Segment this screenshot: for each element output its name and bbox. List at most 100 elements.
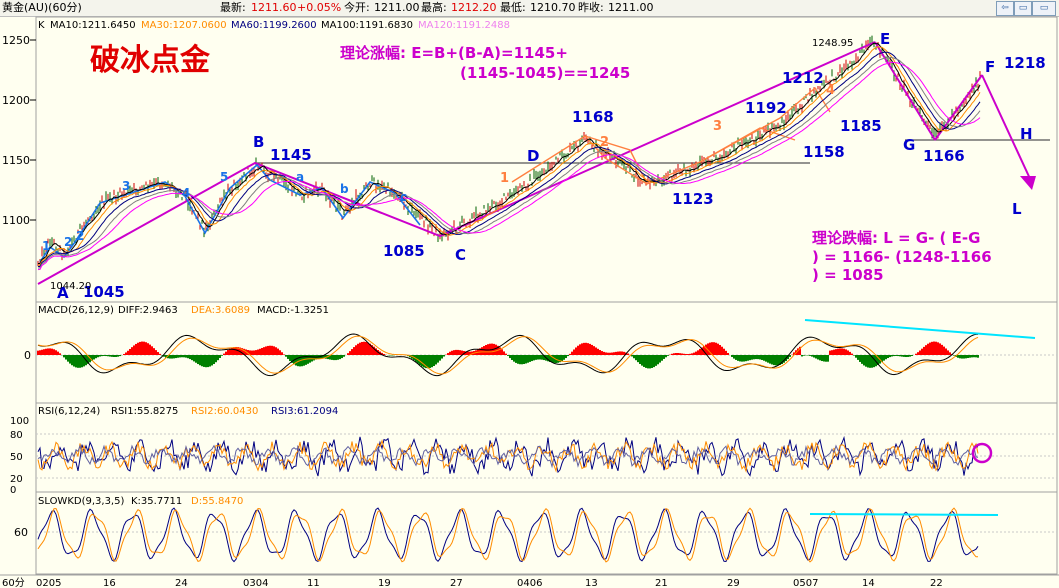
- low-price-marker: 1044.20: [50, 281, 91, 292]
- restore-button[interactable]: ▭: [1014, 1, 1032, 16]
- label-E: E: [880, 30, 890, 48]
- y-tick: 1200: [2, 94, 30, 107]
- wave-count-1: 1: [42, 239, 50, 253]
- x-tick-label: 0507: [793, 578, 818, 588]
- label-C-value: 1085: [383, 242, 425, 260]
- rsi-series: [37, 435, 979, 477]
- label-D-value: 1168: [572, 108, 614, 126]
- kd-divergence-line: [809, 513, 999, 516]
- x-tick-label: 11: [307, 578, 320, 588]
- x-tick-label: 29: [727, 578, 740, 588]
- orange-box-2: [699, 127, 796, 163]
- prev-label: 昨收:: [578, 1, 604, 14]
- wave-count-b: b: [340, 182, 349, 196]
- label-A-value: 1045: [83, 283, 125, 301]
- blue-wave-path: [39, 163, 421, 263]
- label-G-value: 1166: [923, 147, 965, 165]
- ei-decline-line: [874, 41, 936, 141]
- wave-count-4: 4: [182, 186, 190, 200]
- ma60-line: [37, 51, 981, 268]
- x-tick-label: 24: [175, 578, 188, 588]
- kd-tick-60: 60: [14, 526, 28, 539]
- kd-k-value: K:35.7711: [131, 496, 182, 507]
- rsi-tick: 50: [10, 452, 23, 463]
- kd-k-line: [37, 507, 979, 563]
- high-price-marker: 1248.95: [812, 38, 853, 49]
- rsi2-value: RSI2:60.0430: [191, 406, 258, 417]
- x-tick-label: 22: [930, 578, 943, 588]
- fall-text-2: ) = 1166- (1248-1166: [812, 248, 992, 266]
- label-C: C: [455, 246, 466, 264]
- label-F-value: 1218: [1004, 54, 1046, 72]
- maximize-button[interactable]: ▭: [1032, 1, 1056, 16]
- kd-panel-frame: [35, 491, 1058, 575]
- wave-count-c: c: [400, 190, 407, 204]
- latest-label: 最新:: [220, 1, 246, 14]
- macd-label: MACD(26,12,9): [38, 305, 114, 316]
- low-value: 1210.70: [530, 1, 576, 14]
- projection-line: [981, 74, 1033, 184]
- macd-zero-tick: 0: [24, 349, 31, 362]
- symbol-label: 黄金(AU)(60分): [2, 1, 82, 14]
- label-F: F: [985, 58, 995, 76]
- label-L: L: [1012, 200, 1022, 218]
- rsi-tick: 100: [10, 416, 29, 427]
- x-tick-label: 16: [103, 578, 116, 588]
- x-tick-label: 0205: [36, 578, 61, 588]
- y-tick: 1250: [2, 34, 30, 47]
- label-1192: 1192: [745, 99, 787, 117]
- ma120-legend: MA120:1191.2488: [418, 20, 510, 31]
- macd-value: MACD:-1.3251: [257, 305, 329, 316]
- fall-text-3: ) = 1085: [812, 266, 884, 284]
- fall-text-1: 理论跌幅: L = G- ( E-G: [812, 229, 980, 247]
- wave-count-2: 2: [64, 235, 72, 249]
- orange-count-labels: 1 2 3 4: [500, 83, 835, 186]
- prev-value: 1211.00: [608, 1, 654, 14]
- wave-count-labels: 1 2 2 3 4 5 a b c: [42, 170, 407, 253]
- ma10-line: [37, 42, 981, 265]
- kd-series: [37, 507, 979, 563]
- chart-title: 破冰点金: [90, 43, 211, 78]
- high-value: 1212.20: [451, 1, 497, 14]
- label-A: A: [57, 284, 69, 302]
- x-tick-label: 21: [655, 578, 668, 588]
- macd-dea: DEA:3.6089: [191, 305, 250, 316]
- x-tick-label: 27: [450, 578, 463, 588]
- label-H: H: [1020, 125, 1033, 143]
- y-tick: 1150: [2, 154, 30, 167]
- orange-count-3: 3: [713, 119, 722, 134]
- orange-count-1: 1: [500, 171, 509, 186]
- open-value: 1211.00: [374, 1, 420, 14]
- wave-count-5: 5: [220, 170, 228, 184]
- ma120-line: [37, 61, 981, 271]
- rsi1-line: [37, 435, 979, 477]
- back-button[interactable]: ⇦: [996, 1, 1014, 16]
- kd-d-value: D:55.8470: [191, 496, 243, 507]
- rsi-label: RSI(6,12,24): [38, 406, 100, 417]
- rsi-tick: 20: [10, 474, 23, 485]
- high-label: 最高:: [421, 1, 447, 14]
- wave-count-2b: 2: [76, 229, 84, 243]
- latest-value: 1211.60: [251, 1, 297, 14]
- period-label: 60分: [2, 577, 25, 588]
- kd-label: SLOWKD(9,3,3,5): [38, 496, 124, 507]
- x-tick-label: 13: [585, 578, 598, 588]
- x-tick-label: 14: [862, 578, 875, 588]
- ma10-legend: MA10:1211.6450: [50, 20, 136, 31]
- rsi3-value: RSI3:61.2094: [271, 406, 338, 417]
- macd-dea-line: [37, 335, 979, 375]
- macd-series: [37, 333, 979, 377]
- wave-point-labels: A 1045 B 1145 C 1085 D 1168 1123 E 1212 …: [57, 30, 1046, 302]
- label-G: G: [903, 136, 915, 154]
- rsi-tick: 0: [10, 485, 16, 496]
- projection-arrow: [1020, 176, 1036, 190]
- wave-count-a: a: [296, 170, 304, 184]
- rsi-y-axis: 100 80 50 200: [10, 416, 1057, 496]
- x-tick-label: 0304: [243, 578, 268, 588]
- macd-diff: DIFF:2.9463: [118, 305, 178, 316]
- x-tick-label: 0406: [517, 578, 542, 588]
- x-tick-label: 19: [378, 578, 391, 588]
- x-axis-labels: 0205 16 24 0304 11 19 27 0406 13 21 29 0507 14 22: [36, 578, 943, 588]
